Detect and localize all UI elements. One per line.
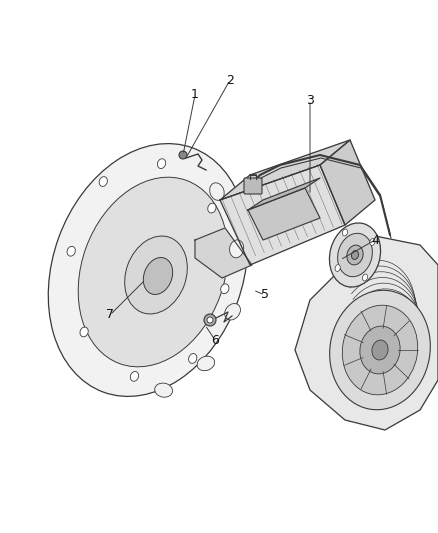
Text: 4: 4: [371, 233, 379, 246]
Ellipse shape: [225, 303, 240, 320]
Ellipse shape: [210, 183, 224, 200]
Ellipse shape: [189, 353, 197, 364]
Ellipse shape: [80, 327, 88, 337]
Text: 3: 3: [306, 93, 314, 107]
Text: 1: 1: [191, 88, 199, 101]
Ellipse shape: [157, 159, 166, 168]
Circle shape: [207, 317, 213, 323]
Ellipse shape: [335, 264, 340, 271]
Circle shape: [204, 314, 216, 326]
Polygon shape: [220, 165, 345, 265]
Ellipse shape: [370, 239, 375, 245]
Ellipse shape: [351, 251, 359, 260]
Ellipse shape: [362, 274, 367, 281]
Ellipse shape: [343, 229, 348, 236]
Ellipse shape: [230, 240, 244, 258]
Ellipse shape: [197, 356, 215, 371]
Polygon shape: [220, 140, 350, 200]
Ellipse shape: [360, 326, 400, 374]
Polygon shape: [295, 235, 438, 430]
Ellipse shape: [67, 246, 75, 256]
Ellipse shape: [125, 236, 187, 314]
Ellipse shape: [48, 143, 248, 397]
Ellipse shape: [155, 383, 173, 397]
Ellipse shape: [131, 372, 138, 381]
Polygon shape: [248, 188, 320, 240]
Ellipse shape: [330, 290, 430, 410]
Polygon shape: [248, 178, 320, 210]
Text: 5: 5: [261, 288, 269, 302]
FancyBboxPatch shape: [244, 178, 262, 194]
Ellipse shape: [372, 340, 388, 360]
Ellipse shape: [221, 284, 229, 294]
Text: 7: 7: [106, 309, 114, 321]
Ellipse shape: [338, 233, 372, 277]
Polygon shape: [195, 228, 252, 278]
Text: 2: 2: [226, 74, 234, 86]
Ellipse shape: [78, 177, 228, 367]
Text: 6: 6: [211, 334, 219, 346]
Ellipse shape: [208, 203, 216, 213]
Ellipse shape: [347, 245, 363, 265]
Ellipse shape: [342, 305, 418, 395]
Ellipse shape: [143, 257, 173, 295]
Ellipse shape: [99, 176, 107, 187]
Circle shape: [179, 151, 187, 159]
Polygon shape: [320, 140, 375, 225]
Ellipse shape: [329, 223, 381, 287]
